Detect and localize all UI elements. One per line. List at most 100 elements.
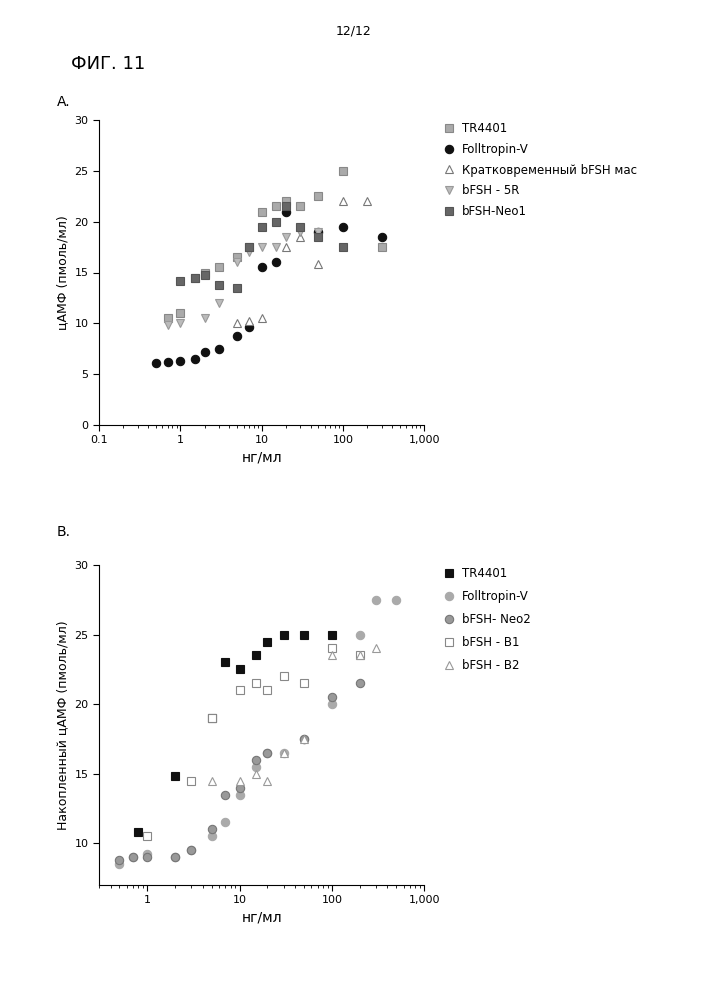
TR4401 [163,312,172,324]
Line: Кратковременный bFSH мас: Кратковременный bFSH мас [233,197,372,328]
bFSH - B2 [263,775,271,787]
Folltropin-V [176,355,185,367]
TR4401 [378,241,386,253]
Line: bFSH - 5R: bFSH - 5R [163,228,322,330]
bFSH - 5R [271,241,280,253]
TR4401 [327,629,336,641]
bFSH - 5R [245,246,253,258]
bFSH - B1 [356,649,364,661]
bFSH-Neo1 [215,279,223,291]
TR4401 [263,636,271,648]
bFSH - B2 [279,747,288,759]
TR4401 [279,629,288,641]
bFSH - B1 [208,712,216,724]
bFSH- Neo2 [252,754,260,766]
Folltropin-V [233,330,241,342]
Folltropin-V [201,346,209,358]
Folltropin-V [372,594,380,606]
Folltropin-V [190,353,199,365]
TR4401 [176,307,185,319]
bFSH- Neo2 [327,691,336,703]
Y-axis label: Накопленный цАМФ (пмоль/мл): Накопленный цАМФ (пмоль/мл) [56,620,69,830]
Folltropin-V [392,594,401,606]
X-axis label: нг/мл: нг/мл [241,911,282,925]
TR4401 [252,649,260,661]
Folltropin-V [151,357,160,369]
bFSH- Neo2 [208,823,216,835]
Кратковременный bFSH мас [245,315,253,327]
Кратковременный bFSH мас [257,312,266,324]
Folltropin-V [115,858,124,870]
bFSH- Neo2 [356,677,364,689]
Line: Folltropin-V: Folltropin-V [151,207,386,367]
TR4401 [134,826,143,838]
bFSH - B1 [187,775,196,787]
Folltropin-V [215,343,223,355]
bFSH-Neo1 [257,221,266,233]
TR4401 [245,241,253,253]
Y-axis label: цАМФ (пмоль/мл): цАМФ (пмоль/мл) [56,215,69,330]
bFSH - 5R [296,226,305,238]
Folltropin-V [143,848,151,860]
Line: TR4401: TR4401 [134,630,336,836]
bFSH - 5R [176,317,185,329]
Кратковременный bFSH мас [233,317,241,329]
Кратковременный bFSH мас [363,195,372,207]
bFSH - B1 [327,642,336,654]
bFSH-Neo1 [282,200,291,212]
TR4401 [235,663,244,675]
Folltropin-V [129,851,137,863]
bFSH-Neo1 [233,282,241,294]
bFSH-Neo1 [176,275,185,287]
bFSH-Neo1 [296,221,305,233]
bFSH- Neo2 [129,851,137,863]
bFSH - B2 [327,649,336,661]
Folltropin-V [314,226,322,238]
Folltropin-V [339,221,347,233]
Line: Folltropin-V: Folltropin-V [115,596,401,868]
TR4401 [314,190,322,202]
Folltropin-V [252,761,260,773]
Кратковременный bFSH мас [282,241,291,253]
bFSH - B2 [235,775,244,787]
Line: bFSH- Neo2: bFSH- Neo2 [115,679,364,864]
Folltropin-V [171,851,180,863]
Folltropin-V [245,321,253,333]
Folltropin-V [279,747,288,759]
bFSH- Neo2 [263,747,271,759]
bFSH - B1 [252,677,260,689]
Folltropin-V [271,256,280,268]
bFSH-Neo1 [201,269,209,281]
Folltropin-V [300,733,308,745]
bFSH - 5R [201,312,209,324]
Folltropin-V [356,629,364,641]
TR4401 [201,266,209,278]
Text: ФИГ. 11: ФИГ. 11 [71,55,145,73]
bFSH- Neo2 [235,782,244,794]
bFSH - B1 [143,830,151,842]
TR4401 [208,712,216,724]
Text: 12/12: 12/12 [336,25,371,38]
TR4401 [271,200,280,212]
Folltropin-V [378,231,386,243]
bFSH - B1 [300,677,308,689]
bFSH - 5R [215,297,223,309]
Line: TR4401: TR4401 [163,167,386,322]
TR4401 [215,261,223,273]
TR4401 [339,165,347,177]
Folltropin-V [208,830,216,842]
bFSH - 5R [282,231,291,243]
bFSH- Neo2 [221,789,230,801]
bFSH - 5R [314,226,322,238]
Text: B.: B. [57,525,71,539]
bFSH - B2 [356,649,364,661]
bFSH - 5R [163,319,172,331]
Legend: TR4401, Folltropin-V, Кратковременный bFSH мас, bFSH - 5R, bFSH-Neo1: TR4401, Folltropin-V, Кратковременный bF… [440,120,640,220]
Text: A.: A. [57,95,70,109]
Line: bFSH - B2: bFSH - B2 [208,644,380,785]
TR4401 [300,629,308,641]
Кратковременный bFSH мас [339,195,347,207]
Кратковременный bFSH мас [296,231,305,243]
bFSH-Neo1 [314,231,322,243]
X-axis label: нг/мл: нг/мл [241,451,282,465]
